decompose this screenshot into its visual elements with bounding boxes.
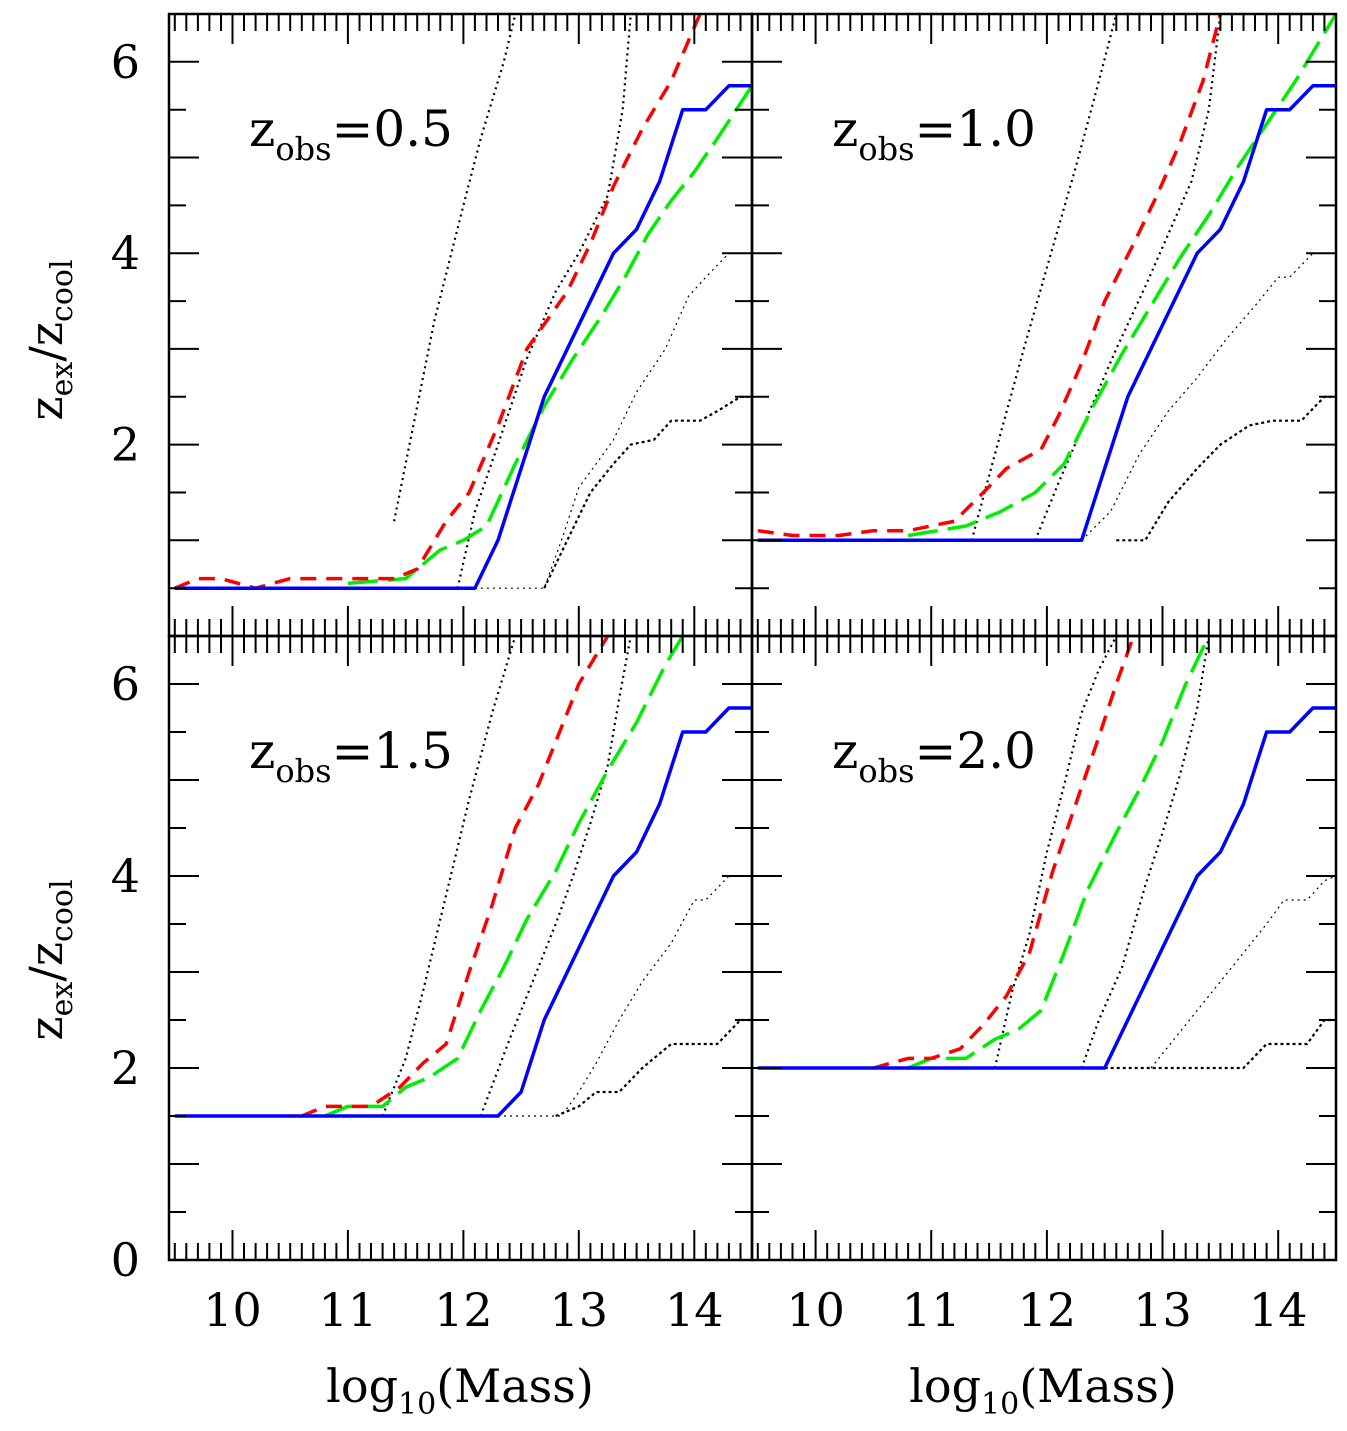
xlabel-sub: 10: [398, 1387, 436, 1422]
xlabel-left: log10(Mass): [326, 1359, 594, 1422]
y-tick-label: 2: [111, 418, 140, 472]
panel-2: zobs=1.0: [750, 12, 1338, 638]
panel-frame: [750, 634, 1338, 1262]
panel-label-sub: obs: [275, 130, 331, 168]
y-tick-label: 0: [111, 1233, 140, 1287]
panel-label-value: =1.0: [915, 100, 1036, 158]
x-tick-label: 12: [434, 1283, 493, 1337]
x-tick-label: 10: [786, 1283, 845, 1337]
series-green-longdash: [907, 636, 1211, 1070]
ylabel-mid: /z: [19, 942, 73, 982]
xlabel-main: log: [909, 1359, 981, 1413]
series-green-longdash: [324, 636, 685, 1118]
series-dotted-3: [1081, 252, 1314, 541]
ylabel-sub-ex: ex: [45, 982, 80, 1017]
series-dotted-3: [474, 252, 730, 589]
xlabel-tail: (Mass): [436, 1359, 594, 1413]
ticks: [169, 13, 753, 636]
series-dotted-3: [1150, 875, 1336, 1069]
series-dotted-1: [970, 14, 1118, 541]
series-dotted-1: [993, 636, 1118, 1069]
series-blue-solid: [174, 706, 752, 1118]
panel-label-prefix: z: [832, 722, 858, 780]
series-red-dashed: [872, 636, 1136, 1070]
ticks: [752, 635, 1337, 1260]
panel-label-value: =2.0: [915, 722, 1036, 780]
x-tick-label: 13: [550, 1283, 609, 1337]
series-group: [174, 14, 752, 590]
panel-1: 2 4 6 zobs=0.5: [111, 12, 754, 638]
series-green-longdash: [347, 84, 752, 586]
ylabel-main: z: [19, 396, 73, 420]
series-dotted-2: [1080, 636, 1210, 1069]
series-group: [174, 636, 752, 1118]
ylabel-sub-cool: cool: [45, 879, 80, 942]
xlabel-right: log10(Mass): [909, 1359, 1177, 1422]
xlabel-main: log: [326, 1359, 398, 1413]
series-dotted-2: [456, 14, 632, 589]
xlabel-sub: 10: [981, 1387, 1019, 1422]
series-dotted-1: [393, 14, 517, 522]
ylabel-bottom: zex/zcool: [19, 879, 80, 1040]
x-tick-label: 11: [319, 1283, 378, 1337]
series-blue-solid: [174, 84, 752, 590]
x-tick-label: 10: [203, 1283, 262, 1337]
ylabel-sub-cool: cool: [45, 259, 80, 322]
y-tick-label: 4: [111, 226, 140, 280]
x-tick-label: 14: [665, 1283, 724, 1337]
panel-label: zobs=0.5: [249, 100, 453, 168]
x-tick-label: 11: [902, 1283, 961, 1337]
axis-labels-group: zex/zcool zex/zcool log10(Mass) log10(Ma…: [19, 259, 1177, 1422]
y-tick-label: 2: [111, 1041, 140, 1095]
series-dotted-1: [381, 636, 517, 1117]
panel-label-sub: obs: [858, 752, 914, 790]
y-tick-label: 4: [111, 849, 140, 903]
series-green-longdash: [907, 14, 1336, 538]
y-tick-label: 6: [111, 35, 140, 89]
panel-label-value: =1.5: [332, 722, 453, 780]
panel-label-prefix: z: [249, 100, 275, 158]
series-group: [757, 636, 1336, 1070]
series-dotted-4: [555, 1018, 752, 1118]
ylabel-main: z: [19, 1016, 73, 1040]
x-tick-label: 13: [1133, 1283, 1192, 1337]
panel-label-sub: obs: [275, 752, 331, 790]
series-dotted-2: [1034, 14, 1222, 541]
series-dotted-4: [543, 395, 752, 589]
series-blue-solid: [757, 706, 1336, 1070]
panel-label: zobs=2.0: [832, 722, 1036, 790]
x-tick-label: 12: [1018, 1283, 1077, 1337]
panel-4: 10 11 12 13 14 zobs=2.0: [750, 634, 1338, 1337]
series-dotted-4: [1116, 395, 1336, 542]
panel-label: zobs=1.5: [249, 722, 453, 790]
series-red-dashed: [301, 636, 610, 1118]
series-red-dashed: [757, 14, 1223, 538]
series-group: [757, 14, 1336, 543]
y-tick-label: 6: [111, 657, 140, 711]
ylabel-top: zex/zcool: [19, 259, 80, 420]
panel-3: 0 2 4 6 10 11 12 13 14 zobs=1.5: [111, 634, 754, 1337]
panel-label-value: =0.5: [332, 100, 453, 158]
panel-label: zobs=1.0: [832, 100, 1036, 168]
ticks: [752, 13, 1337, 636]
ticks: [169, 635, 753, 1260]
series-dotted-4: [1104, 1018, 1336, 1070]
ylabel-mid: /z: [19, 322, 73, 362]
panel-label-sub: obs: [858, 130, 914, 168]
panel-label-prefix: z: [249, 722, 275, 780]
ylabel-sub-ex: ex: [45, 362, 80, 397]
series-dotted-2: [479, 636, 632, 1117]
series-blue-solid: [757, 84, 1336, 543]
series-dotted-3: [498, 875, 730, 1117]
x-tick-label: 14: [1249, 1283, 1308, 1337]
xlabel-tail: (Mass): [1019, 1359, 1177, 1413]
panel-label-prefix: z: [832, 100, 858, 158]
